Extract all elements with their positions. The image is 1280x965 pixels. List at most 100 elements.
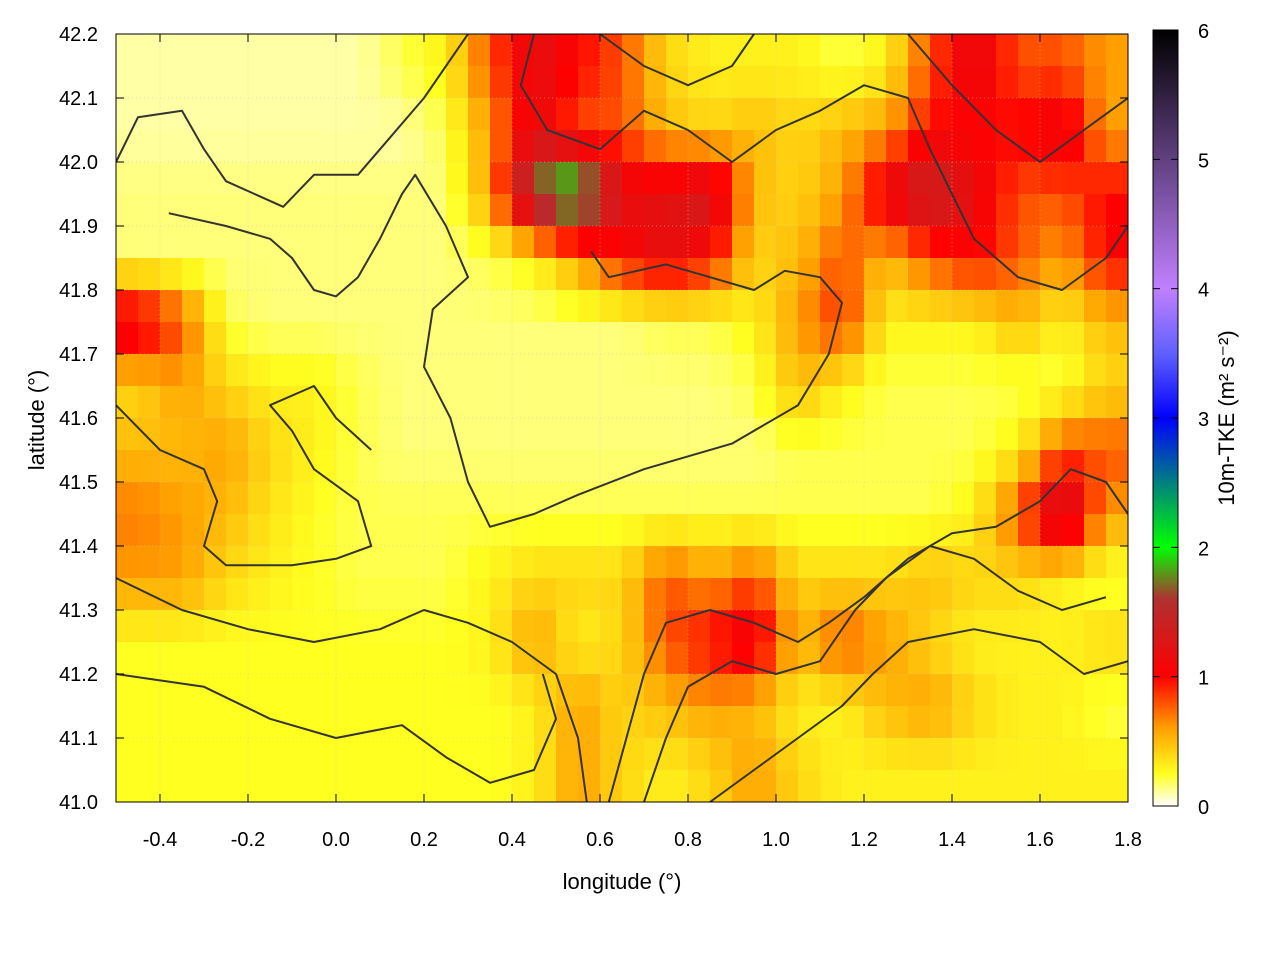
heatmap-cell bbox=[996, 130, 1019, 163]
heatmap-cell bbox=[512, 514, 535, 547]
y-tick-label: 41.9 bbox=[59, 216, 98, 238]
heatmap-cell bbox=[908, 386, 931, 419]
heatmap-cell bbox=[402, 450, 425, 483]
heatmap-cell bbox=[798, 66, 821, 99]
heatmap-cell bbox=[1106, 770, 1128, 802]
heatmap-cell bbox=[666, 514, 689, 547]
heatmap-cell bbox=[776, 482, 799, 515]
heatmap-cell bbox=[842, 770, 865, 802]
heatmap-cell bbox=[226, 674, 249, 707]
heatmap-cell bbox=[600, 226, 623, 259]
heatmap-cell bbox=[534, 354, 557, 387]
heatmap-cell bbox=[776, 258, 799, 291]
heatmap-cell bbox=[336, 162, 359, 195]
heatmap-cell bbox=[622, 610, 645, 643]
heatmap-cell bbox=[952, 98, 975, 131]
heatmap-cell bbox=[402, 514, 425, 547]
heatmap-cell bbox=[534, 194, 557, 227]
heatmap-cell bbox=[688, 226, 711, 259]
heatmap-cell bbox=[138, 34, 161, 67]
heatmap-cell bbox=[490, 98, 513, 131]
heatmap-cell bbox=[952, 34, 975, 67]
heatmap-cell bbox=[930, 578, 953, 611]
heatmap-cell bbox=[864, 386, 887, 419]
heatmap-cell bbox=[644, 130, 667, 163]
heatmap-cell bbox=[952, 386, 975, 419]
heatmap-cell bbox=[226, 418, 249, 451]
heatmap-cell bbox=[270, 162, 293, 195]
heatmap-cell bbox=[886, 66, 909, 99]
heatmap-cell bbox=[1084, 130, 1107, 163]
heatmap-cell bbox=[622, 386, 645, 419]
heatmap-cell bbox=[732, 130, 755, 163]
heatmap-cell bbox=[358, 162, 381, 195]
heatmap-cell bbox=[248, 706, 271, 739]
heatmap-cell bbox=[1062, 354, 1085, 387]
heatmap-cell bbox=[358, 258, 381, 291]
heatmap-cell bbox=[336, 290, 359, 323]
heatmap-cell bbox=[644, 162, 667, 195]
heatmap-cell bbox=[534, 322, 557, 355]
heatmap-cell bbox=[798, 674, 821, 707]
heatmap-cell bbox=[512, 450, 535, 483]
heatmap-cell bbox=[292, 514, 315, 547]
heatmap-cell bbox=[424, 578, 447, 611]
heatmap-cell bbox=[270, 98, 293, 131]
heatmap-cell bbox=[160, 290, 183, 323]
y-tick-label: 41.8 bbox=[59, 280, 98, 302]
heatmap-cell bbox=[754, 290, 777, 323]
heatmap-cell bbox=[490, 482, 513, 515]
heatmap-cell bbox=[754, 226, 777, 259]
x-axis-label: longitude (°) bbox=[563, 869, 682, 894]
heatmap-cell bbox=[996, 418, 1019, 451]
heatmap-cell bbox=[996, 162, 1019, 195]
heatmap-cell bbox=[952, 258, 975, 291]
heatmap-cell bbox=[1040, 450, 1063, 483]
heatmap-cell bbox=[666, 194, 689, 227]
heatmap-cell bbox=[116, 34, 139, 67]
y-axis-ticks: 41.0 41.1 41.2 41.3 41.4 41.5 41.6 41.7 41.8 41.9… bbox=[59, 24, 1128, 814]
heatmap-cell bbox=[182, 386, 205, 419]
heatmap-cell bbox=[952, 290, 975, 323]
heatmap-cell bbox=[380, 706, 403, 739]
heatmap-cell bbox=[622, 322, 645, 355]
heatmap-cell bbox=[666, 130, 689, 163]
heatmap-cell bbox=[446, 642, 469, 675]
heatmap-cell bbox=[666, 738, 689, 771]
heatmap-cell bbox=[908, 34, 931, 67]
heatmap-cell bbox=[930, 706, 953, 739]
heatmap-cell bbox=[534, 130, 557, 163]
heatmap-cell bbox=[1062, 98, 1085, 131]
heatmap-cell bbox=[358, 738, 381, 771]
heatmap-cell bbox=[1040, 482, 1063, 515]
heatmap-cell bbox=[1040, 194, 1063, 227]
heatmap-cell bbox=[754, 258, 777, 291]
heatmap-cell bbox=[864, 674, 887, 707]
heatmap-cell bbox=[842, 450, 865, 483]
heatmap-cell bbox=[248, 130, 271, 163]
heatmap-cell bbox=[754, 642, 777, 675]
heatmap-cell bbox=[138, 642, 161, 675]
heatmap-cell bbox=[710, 770, 733, 802]
heatmap-cell bbox=[402, 258, 425, 291]
heatmap-cell bbox=[732, 98, 755, 131]
heatmap-cell bbox=[864, 482, 887, 515]
heatmap-cell bbox=[534, 610, 557, 643]
heatmap-cell bbox=[116, 322, 139, 355]
heatmap-cell bbox=[468, 34, 491, 67]
heatmap-cell bbox=[446, 130, 469, 163]
heatmap-cell bbox=[512, 578, 535, 611]
heatmap-cell bbox=[468, 258, 491, 291]
heatmap-cell bbox=[292, 674, 315, 707]
heatmap-cell bbox=[336, 386, 359, 419]
heatmap-cell bbox=[1018, 98, 1041, 131]
heatmap-cell bbox=[248, 162, 271, 195]
heatmap-cell bbox=[358, 450, 381, 483]
heatmap-cell bbox=[842, 194, 865, 227]
heatmap-cell bbox=[490, 642, 513, 675]
heatmap-cell bbox=[226, 98, 249, 131]
heatmap-cell bbox=[930, 482, 953, 515]
heatmap-cell bbox=[424, 546, 447, 579]
heatmap-cell bbox=[600, 66, 623, 99]
heatmap-cell bbox=[908, 514, 931, 547]
